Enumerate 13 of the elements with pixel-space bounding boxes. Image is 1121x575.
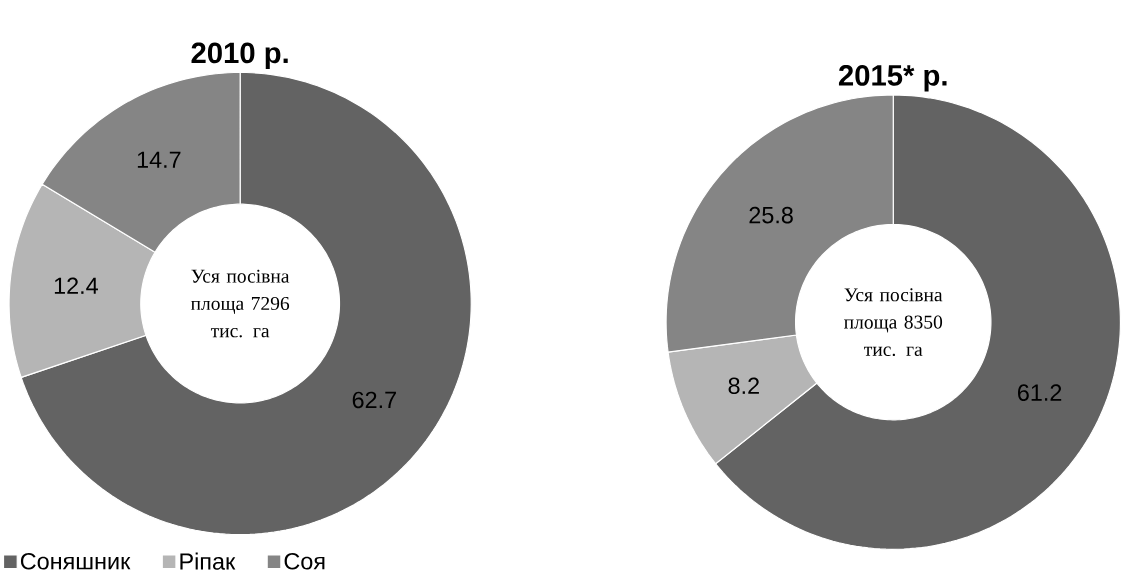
text: Уся посівна площа 7296 тис. га [190, 269, 290, 338]
legend-label: Ріпак [180, 552, 236, 570]
chart-title: 2010 р. [191, 42, 288, 70]
data-label: 25.8 [749, 206, 793, 224]
data-label: 61.2 [1018, 384, 1062, 401]
legend-label: Соя [284, 552, 325, 570]
data-label: 62.7 [352, 391, 396, 409]
text: Уся посівна площа 8350 тис. га [844, 288, 943, 357]
data-label: 14.7 [137, 151, 181, 168]
chart-title: 2015* р. [838, 65, 947, 92]
legend-label: Соняшник [20, 552, 131, 570]
data-label: 8.2 [728, 377, 759, 395]
data-label: 12.4 [54, 277, 98, 294]
